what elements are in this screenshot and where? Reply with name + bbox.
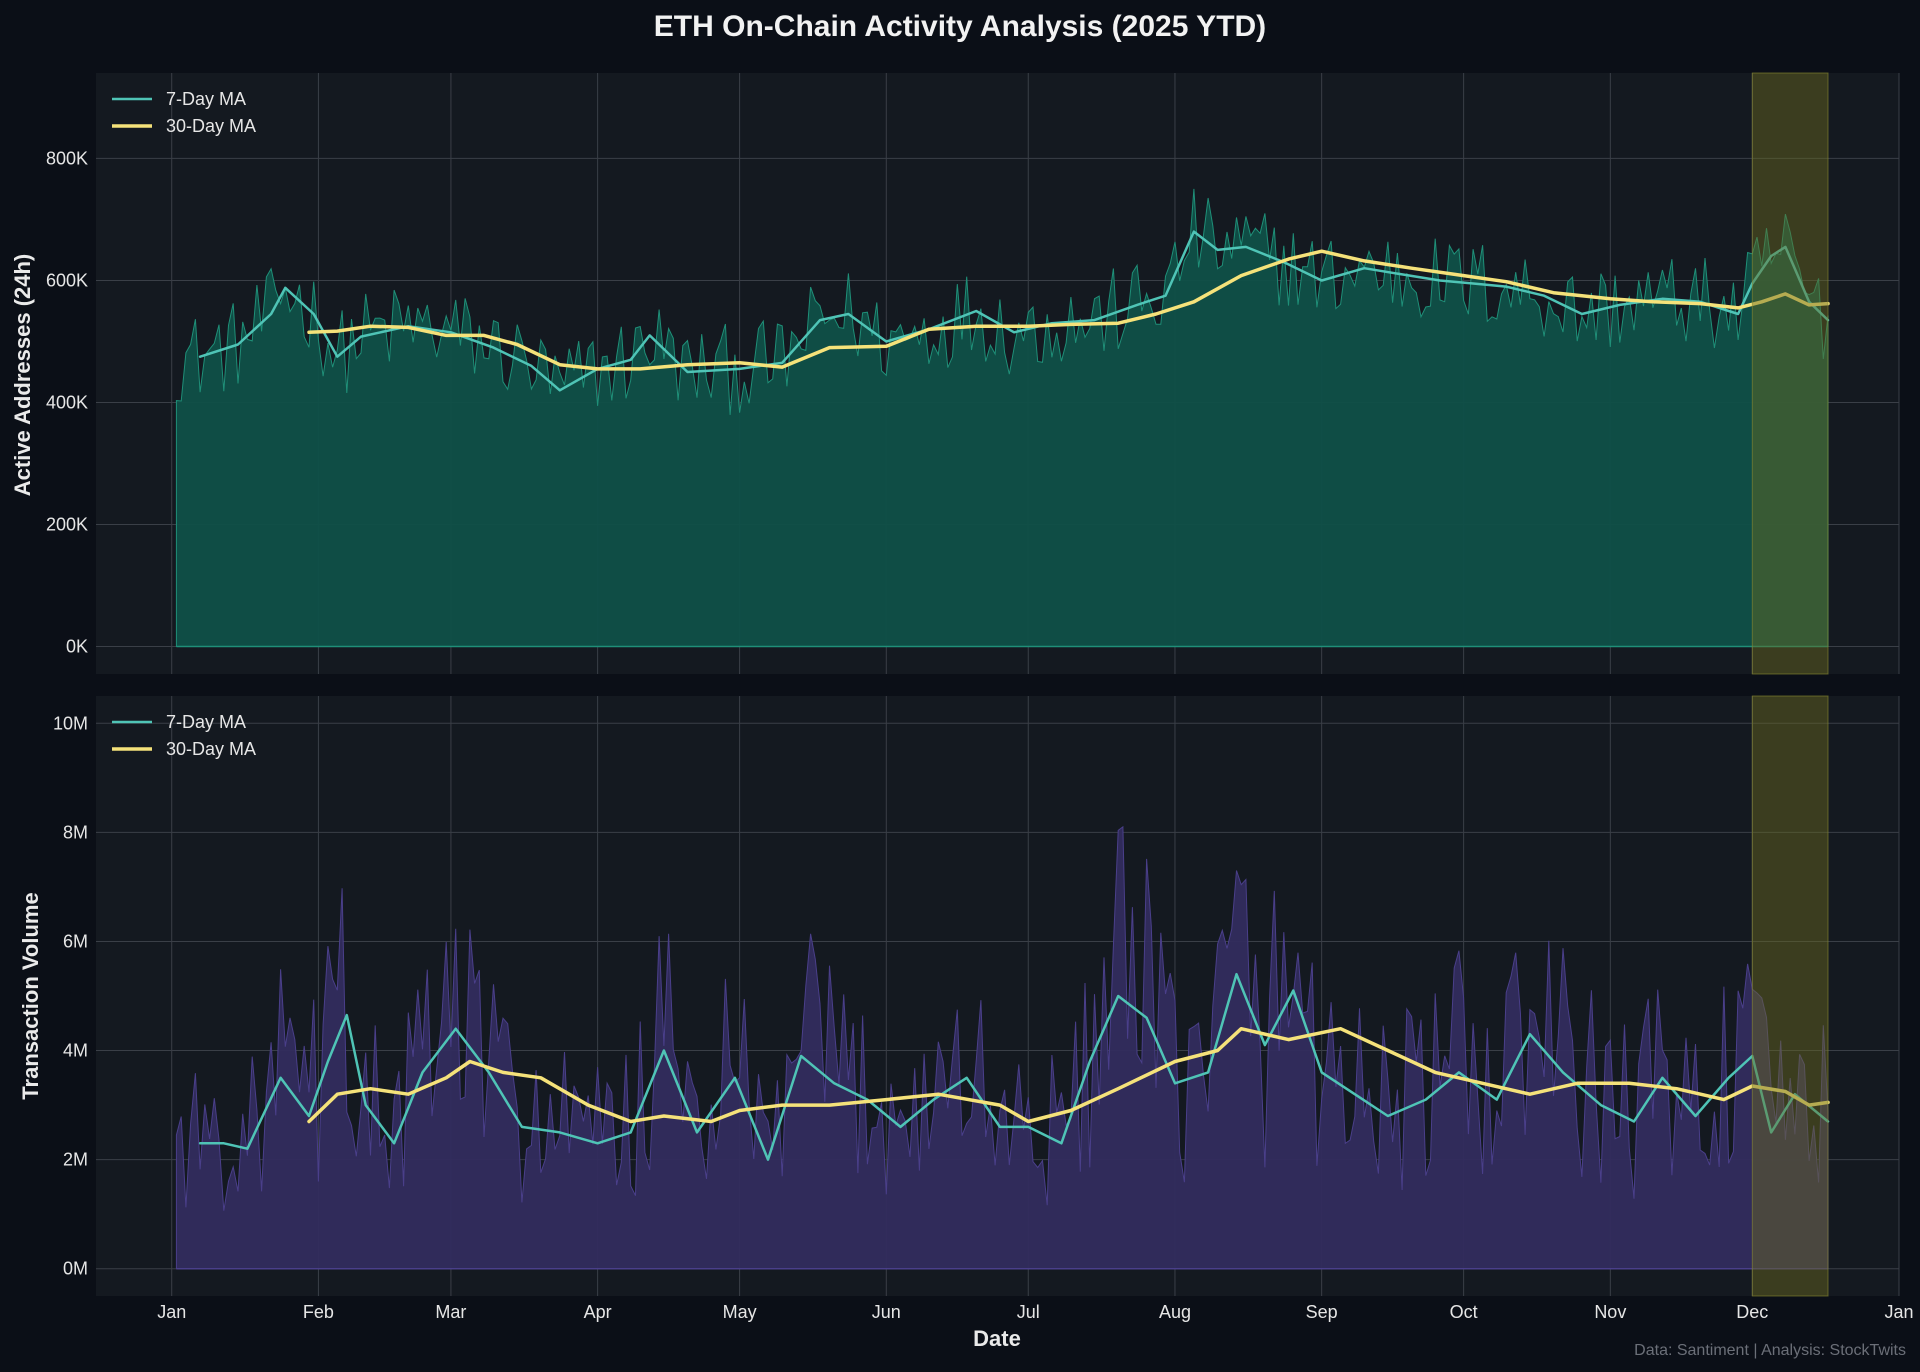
y-tick-label: 10M bbox=[53, 713, 88, 733]
ma7-line bbox=[198, 972, 1830, 1161]
top-moving-averages bbox=[198, 230, 1830, 392]
ma30-line bbox=[307, 249, 1830, 371]
x-tick-label: Apr bbox=[584, 1302, 612, 1322]
y-tick-label: 4M bbox=[63, 1041, 88, 1061]
legend-ma30-label: 30-Day MA bbox=[166, 739, 256, 759]
highlight-band bbox=[1751, 695, 1829, 1297]
y-tick-label: 200K bbox=[46, 515, 88, 535]
x-tick-label: May bbox=[723, 1302, 757, 1322]
top-y-axis-label: Active Addresses (24h) bbox=[10, 254, 35, 497]
x-tick-label: Jul bbox=[1017, 1302, 1040, 1322]
chart-title: ETH On-Chain Activity Analysis (2025 YTD… bbox=[654, 10, 1266, 43]
active-addresses-daily-area bbox=[175, 188, 1829, 647]
y-tick-label: 0K bbox=[66, 637, 88, 657]
top-y-axis-ticks: 0K 200K 400K 600K 800K bbox=[46, 148, 88, 656]
transaction-volume-area bbox=[175, 825, 1829, 1270]
bottom-moving-averages bbox=[198, 972, 1830, 1161]
x-tick-label: Jan bbox=[1884, 1302, 1913, 1322]
legend-ma7-label: 7-Day MA bbox=[166, 89, 246, 109]
transaction-volume-daily-area bbox=[175, 825, 1829, 1270]
bottom-y-axis-ticks: 0M 2M 4M 6M 8M 10M bbox=[53, 713, 88, 1278]
active-addresses-area bbox=[175, 188, 1829, 648]
x-tick-label: Nov bbox=[1594, 1302, 1626, 1322]
y-tick-label: 0M bbox=[63, 1259, 88, 1279]
highlight-band bbox=[1751, 72, 1829, 675]
y-tick-label: 800K bbox=[46, 148, 88, 168]
y-tick-label: 600K bbox=[46, 270, 88, 290]
x-tick-label: Dec bbox=[1736, 1302, 1768, 1322]
x-tick-label: Jan bbox=[157, 1302, 186, 1322]
ma7-line bbox=[198, 230, 1830, 392]
bottom-highlight-region bbox=[1751, 695, 1829, 1297]
x-tick-label: Feb bbox=[303, 1302, 334, 1322]
top-highlight-region bbox=[1751, 72, 1829, 675]
x-tick-label: Sep bbox=[1306, 1302, 1338, 1322]
bottom-y-axis-label: Transaction Volume bbox=[18, 892, 43, 1099]
ma30-line bbox=[307, 1026, 1830, 1124]
y-tick-label: 2M bbox=[63, 1150, 88, 1170]
y-tick-label: 400K bbox=[46, 392, 88, 412]
bottom-legend: 7-Day MA 30-Day MA bbox=[112, 712, 256, 759]
legend-ma7-label: 7-Day MA bbox=[166, 712, 246, 732]
y-tick-label: 6M bbox=[63, 931, 88, 951]
x-axis-label: Date bbox=[973, 1326, 1021, 1351]
x-tick-label: Oct bbox=[1450, 1302, 1478, 1322]
x-tick-label: Jun bbox=[872, 1302, 901, 1322]
x-tick-label: Mar bbox=[435, 1302, 466, 1322]
source-note: Data: Santiment | Analysis: StockTwits bbox=[1634, 1342, 1906, 1359]
x-tick-label: Aug bbox=[1159, 1302, 1191, 1322]
legend-ma30-label: 30-Day MA bbox=[166, 116, 256, 136]
y-tick-label: 8M bbox=[63, 822, 88, 842]
x-axis-ticks: Jan Feb Mar Apr May Jun Jul Aug Sep Oct Nov Dec Jan bbox=[157, 1302, 1913, 1322]
top-legend: 7-Day MA 30-Day MA bbox=[112, 89, 256, 136]
